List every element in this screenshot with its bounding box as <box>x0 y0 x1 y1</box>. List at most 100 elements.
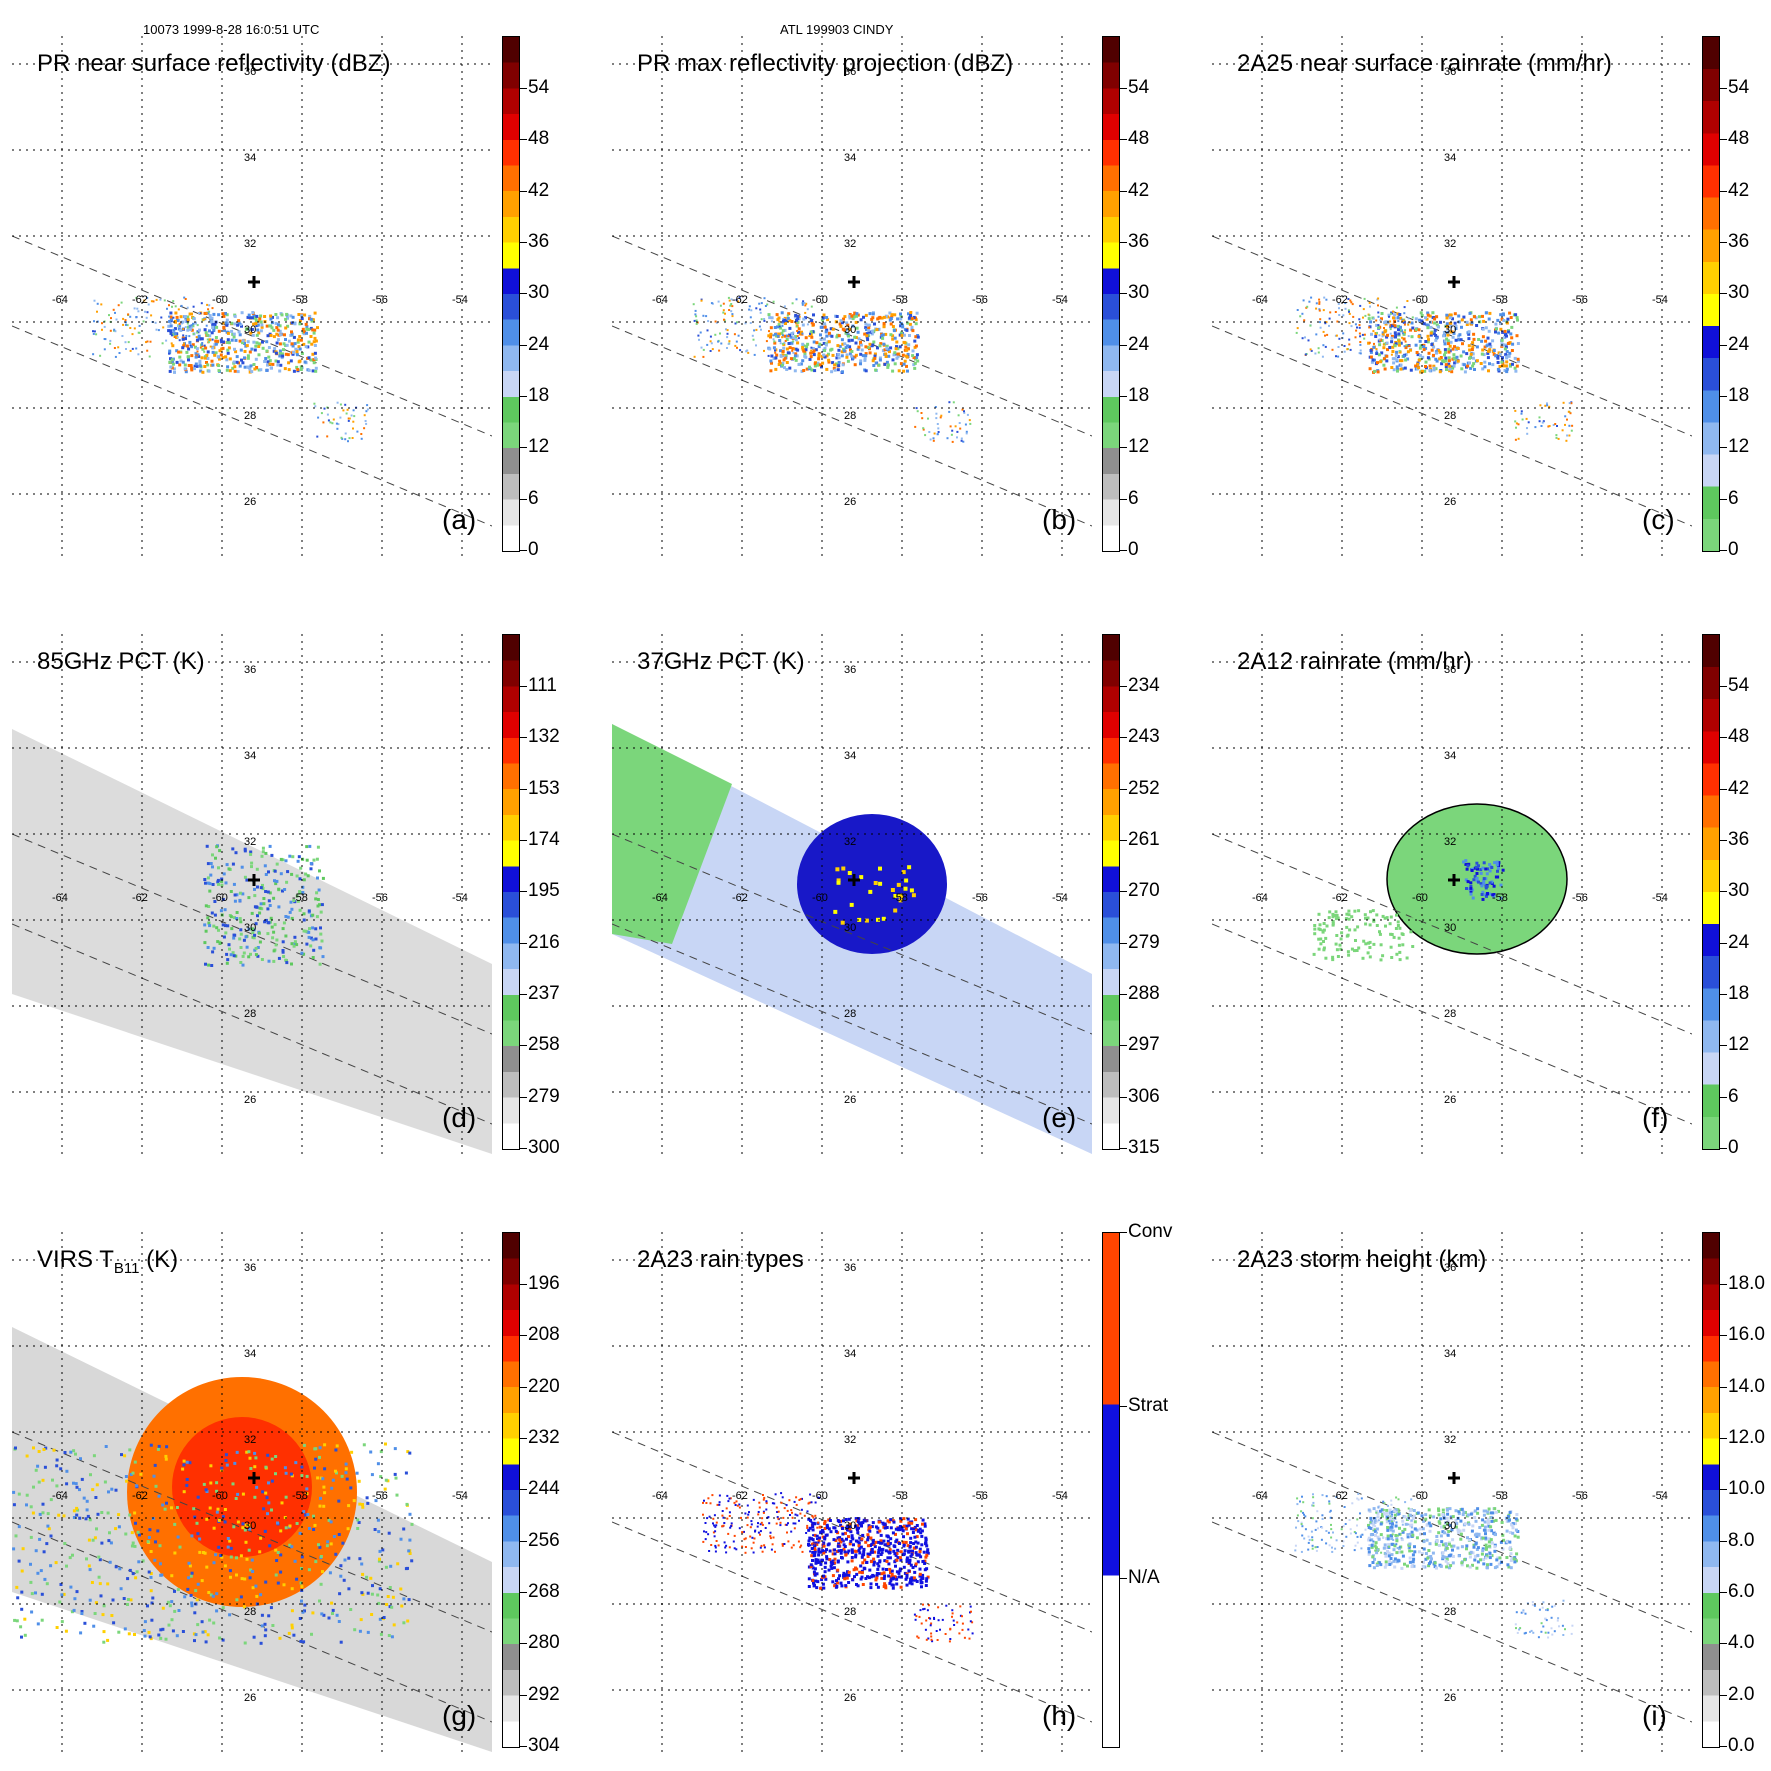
cloud-pixel <box>388 1605 392 1609</box>
rain-pixel <box>1385 359 1389 363</box>
rain-pixel <box>236 323 240 327</box>
rain-pixel <box>1500 360 1504 364</box>
map-plot: -64 -62 -60 -58 -56 -54 36 34 32 30 28 26 <box>12 634 492 1154</box>
pct-pixel <box>242 938 246 942</box>
rain-type-pixel <box>809 1563 813 1567</box>
pct-pixel <box>267 959 271 963</box>
rain-type-pixel <box>913 1525 917 1529</box>
rain-type-pixel <box>748 1511 750 1514</box>
rain-pixel <box>209 317 212 320</box>
rain-pixel <box>798 333 801 336</box>
pct-pixel <box>208 889 212 893</box>
rain-type-pixel <box>810 1537 813 1541</box>
rain-pixel <box>1471 341 1475 345</box>
rain-pixel <box>1383 327 1385 329</box>
latitude-label: 34 <box>1444 750 1457 762</box>
longitude-label: -58 <box>1492 294 1508 306</box>
cloud-pixel <box>72 1608 76 1612</box>
rain-pixel <box>248 316 252 320</box>
colorbar-tick-mark <box>520 686 527 687</box>
rain-pixel <box>1510 325 1514 329</box>
rain-pixel <box>772 338 775 341</box>
rain-pixel <box>302 332 306 336</box>
rain-pixel <box>1318 923 1322 927</box>
rain-pixel <box>1348 928 1352 932</box>
rain-pixel <box>1476 1507 1480 1511</box>
rain-pixel <box>1389 1557 1393 1560</box>
rain-type-pixel <box>823 1537 827 1541</box>
cloud-pixel <box>117 1630 121 1634</box>
rain-type-pixel <box>877 1548 881 1552</box>
rain-pixel <box>1441 1554 1445 1558</box>
rain-pixel <box>1483 365 1487 369</box>
rain-pixel <box>1447 347 1451 351</box>
rain-pixel <box>1466 364 1470 368</box>
cloud-pixel <box>331 1612 334 1615</box>
rain-pixel <box>171 362 175 366</box>
rain-pixel <box>299 365 303 369</box>
rain-type-pixel <box>815 1572 819 1576</box>
rain-pixel <box>878 315 882 319</box>
rain-pixel <box>783 316 787 320</box>
rain-pixel <box>776 334 780 338</box>
rain-pixel <box>1317 351 1320 354</box>
rain-pixel <box>767 334 771 338</box>
rain-type-pixel <box>785 1523 788 1526</box>
rain-pixel <box>1390 334 1394 338</box>
rain-type-pixel <box>725 1544 728 1547</box>
rain-pixel <box>281 354 285 358</box>
rain-pixel <box>924 434 927 437</box>
pct-pixel <box>836 880 841 885</box>
rain-type-pixel <box>841 1527 844 1530</box>
pct-pixel <box>203 941 207 945</box>
rain-pixel <box>1506 317 1510 321</box>
cloud-pixel <box>287 1631 291 1635</box>
rain-type-pixel <box>844 1584 848 1588</box>
rain-pixel <box>908 334 911 337</box>
longitude-label: -64 <box>652 294 668 306</box>
rain-type-pixel <box>878 1560 882 1564</box>
rain-pixel <box>1317 937 1321 941</box>
pct-pixel <box>253 887 256 891</box>
rain-pixel <box>868 342 872 346</box>
rain-pixel <box>1374 1533 1377 1537</box>
rain-pixel <box>193 364 197 368</box>
rain-pixel <box>777 323 781 327</box>
rain-pixel <box>200 302 203 305</box>
rain-type-pixel <box>754 1530 756 1533</box>
rain-pixel <box>1408 1542 1412 1546</box>
rain-type-pixel <box>915 1580 919 1583</box>
rain-type-pixel <box>902 1552 906 1556</box>
rain-pixel <box>1409 328 1413 332</box>
rain-type-pixel <box>907 1561 911 1565</box>
rain-type-pixel <box>850 1548 854 1552</box>
rain-pixel <box>269 366 273 370</box>
cloud-pixel <box>279 1553 283 1557</box>
rain-type-pixel <box>842 1543 846 1547</box>
rain-pixel <box>214 351 218 355</box>
rain-pixel <box>724 312 726 315</box>
panel-d: -64 -62 -60 -58 -56 -54 36 34 32 30 28 26 85GHz PCT … <box>12 634 560 1158</box>
rain-pixel <box>1381 333 1385 337</box>
rain-pixel <box>241 341 244 345</box>
rain-pixel <box>332 418 335 421</box>
colorbar-tick-label: 237 <box>528 983 560 1004</box>
cloud-pixel <box>23 1617 27 1621</box>
latitude-label: 28 <box>244 410 257 422</box>
rain-type-pixel <box>921 1573 925 1577</box>
rain-type-pixel <box>924 1540 928 1544</box>
rain-type-pixel <box>857 1517 861 1521</box>
pct-pixel <box>275 938 279 942</box>
rain-type-pixel <box>817 1496 820 1499</box>
pct-pixel <box>204 929 208 933</box>
rain-type-pixel <box>891 1583 895 1587</box>
cloud-pixel <box>39 1569 43 1573</box>
rain-type-pixel <box>907 1521 911 1525</box>
cloud-pixel <box>93 1536 97 1540</box>
rain-pixel <box>1481 314 1484 318</box>
cloud-pixel <box>276 1551 280 1554</box>
rain-type-pixel <box>843 1577 847 1581</box>
rain-pixel <box>1432 345 1436 349</box>
rain-pixel <box>877 363 881 367</box>
rain-pixel <box>1452 364 1456 368</box>
